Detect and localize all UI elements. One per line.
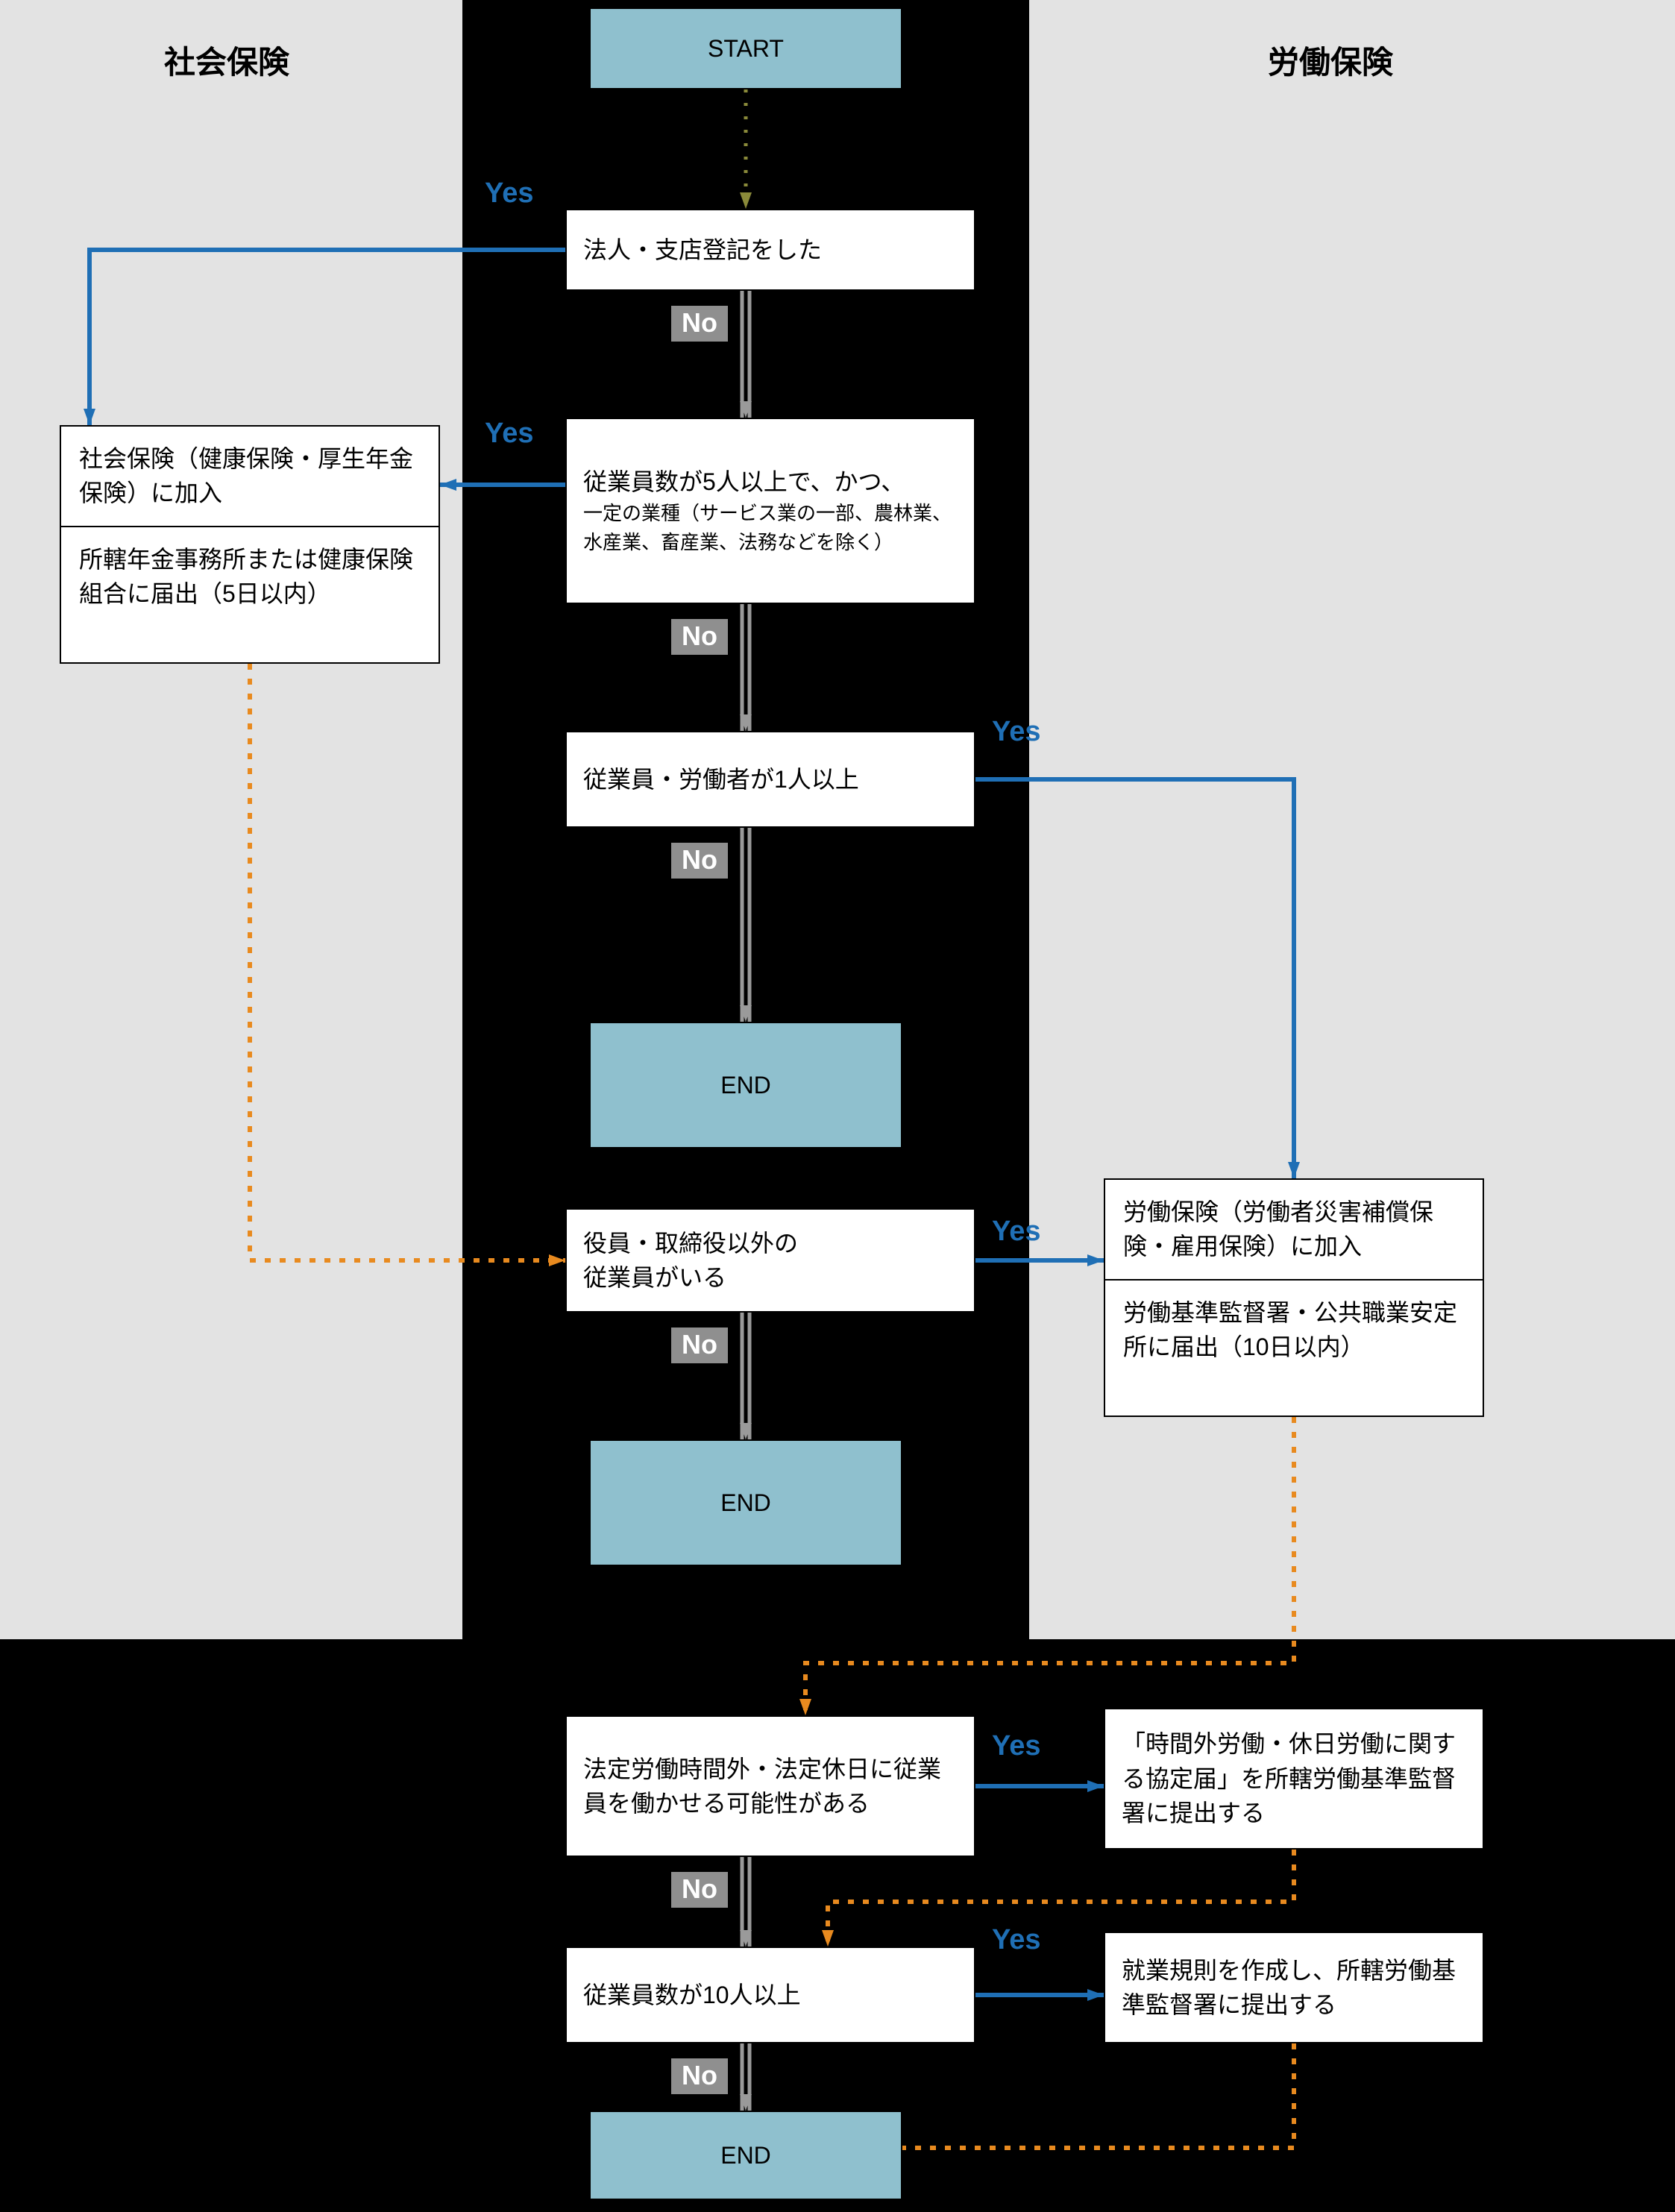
question-line: 従業員数が5人以上で、かつ、: [583, 465, 958, 499]
label-yes-q2: Yes: [485, 418, 534, 450]
question-line: 法定労働時間外・法定休日に従業員を働かせる可能性がある: [583, 1752, 958, 1821]
result-social: 社会保険（健康保険・厚生年金保険）に加入 所轄年金事務所または健康保険組合に届出…: [60, 425, 440, 664]
question-line: 従業員がいる: [583, 1260, 958, 1295]
question-q2: 従業員数が5人以上で、かつ、一定の業種（サービス業の一部、農林業、水産業、畜産業…: [565, 418, 975, 604]
question-subtext: 一定の業種（サービス業の一部、農林業、水産業、畜産業、法務などを除く）: [583, 499, 958, 557]
terminal-end-1-label: END: [720, 1068, 771, 1102]
result-r5-text: 「時間外労働・休日労働に関する協定届」を所轄労働基準監督署に提出する: [1122, 1726, 1466, 1830]
question-q1: 法人・支店登記をした: [565, 209, 975, 291]
result-r6-text: 就業規則を作成し、所轄労働基準監督署に提出する: [1122, 1953, 1466, 2023]
label-no-q5: No: [671, 1872, 728, 1908]
terminal-end-2: END: [589, 1439, 902, 1566]
result-labor-top: 労働保険（労働者災害補償保険・雇用保険）に加入: [1105, 1180, 1483, 1279]
result-social-bot: 所轄年金事務所または健康保険組合に届出（5日以内）: [61, 526, 439, 626]
label-yes-q1: Yes: [485, 177, 534, 210]
label-no-q4: No: [671, 1327, 728, 1363]
question-q5: 法定労働時間外・法定休日に従業員を働かせる可能性がある: [565, 1715, 975, 1857]
result-labor: 労働保険（労働者災害補償保険・雇用保険）に加入 労働基準監督署・公共職業安定所に…: [1104, 1178, 1484, 1417]
terminal-end-3-label: END: [720, 2138, 771, 2172]
heading-social: 社会保険: [164, 37, 289, 83]
label-no-q6: No: [671, 2058, 728, 2094]
label-yes-q3: Yes: [992, 716, 1041, 748]
terminal-start: START: [589, 7, 902, 89]
terminal-end-2-label: END: [720, 1486, 771, 1520]
question-q4: 役員・取締役以外の従業員がいる: [565, 1208, 975, 1313]
label-yes-q4: Yes: [992, 1216, 1041, 1248]
question-line: 役員・取締役以外の: [583, 1226, 958, 1260]
heading-labor: 労働保険: [1268, 37, 1393, 83]
question-q3: 従業員・労働者が1人以上: [565, 731, 975, 828]
label-yes-q6: Yes: [992, 1924, 1041, 1956]
result-r5: 「時間外労働・休日労働に関する協定届」を所轄労働基準監督署に提出する: [1104, 1708, 1484, 1850]
flowchart-canvas: 社会保険 労働保険 START END END END 法人・支店登記をした 従…: [0, 0, 1675, 2212]
question-line: 従業員・労働者が1人以上: [583, 762, 958, 796]
label-no-q3: No: [671, 843, 728, 879]
terminal-end-1: END: [589, 1022, 902, 1149]
terminal-end-3: END: [589, 2111, 902, 2200]
question-line: 法人・支店登記をした: [583, 233, 958, 267]
label-yes-q5: Yes: [992, 1730, 1041, 1762]
result-social-top: 社会保険（健康保険・厚生年金保険）に加入: [61, 427, 439, 526]
terminal-start-label: START: [708, 31, 784, 66]
result-labor-bot: 労働基準監督署・公共職業安定所に届出（10日以内）: [1105, 1279, 1483, 1380]
label-no-q2: No: [671, 619, 728, 655]
question-line: 従業員数が10人以上: [583, 1978, 958, 2012]
question-q6: 従業員数が10人以上: [565, 1947, 975, 2043]
result-r6: 就業規則を作成し、所轄労働基準監督署に提出する: [1104, 1932, 1484, 2043]
label-no-q1: No: [671, 306, 728, 342]
